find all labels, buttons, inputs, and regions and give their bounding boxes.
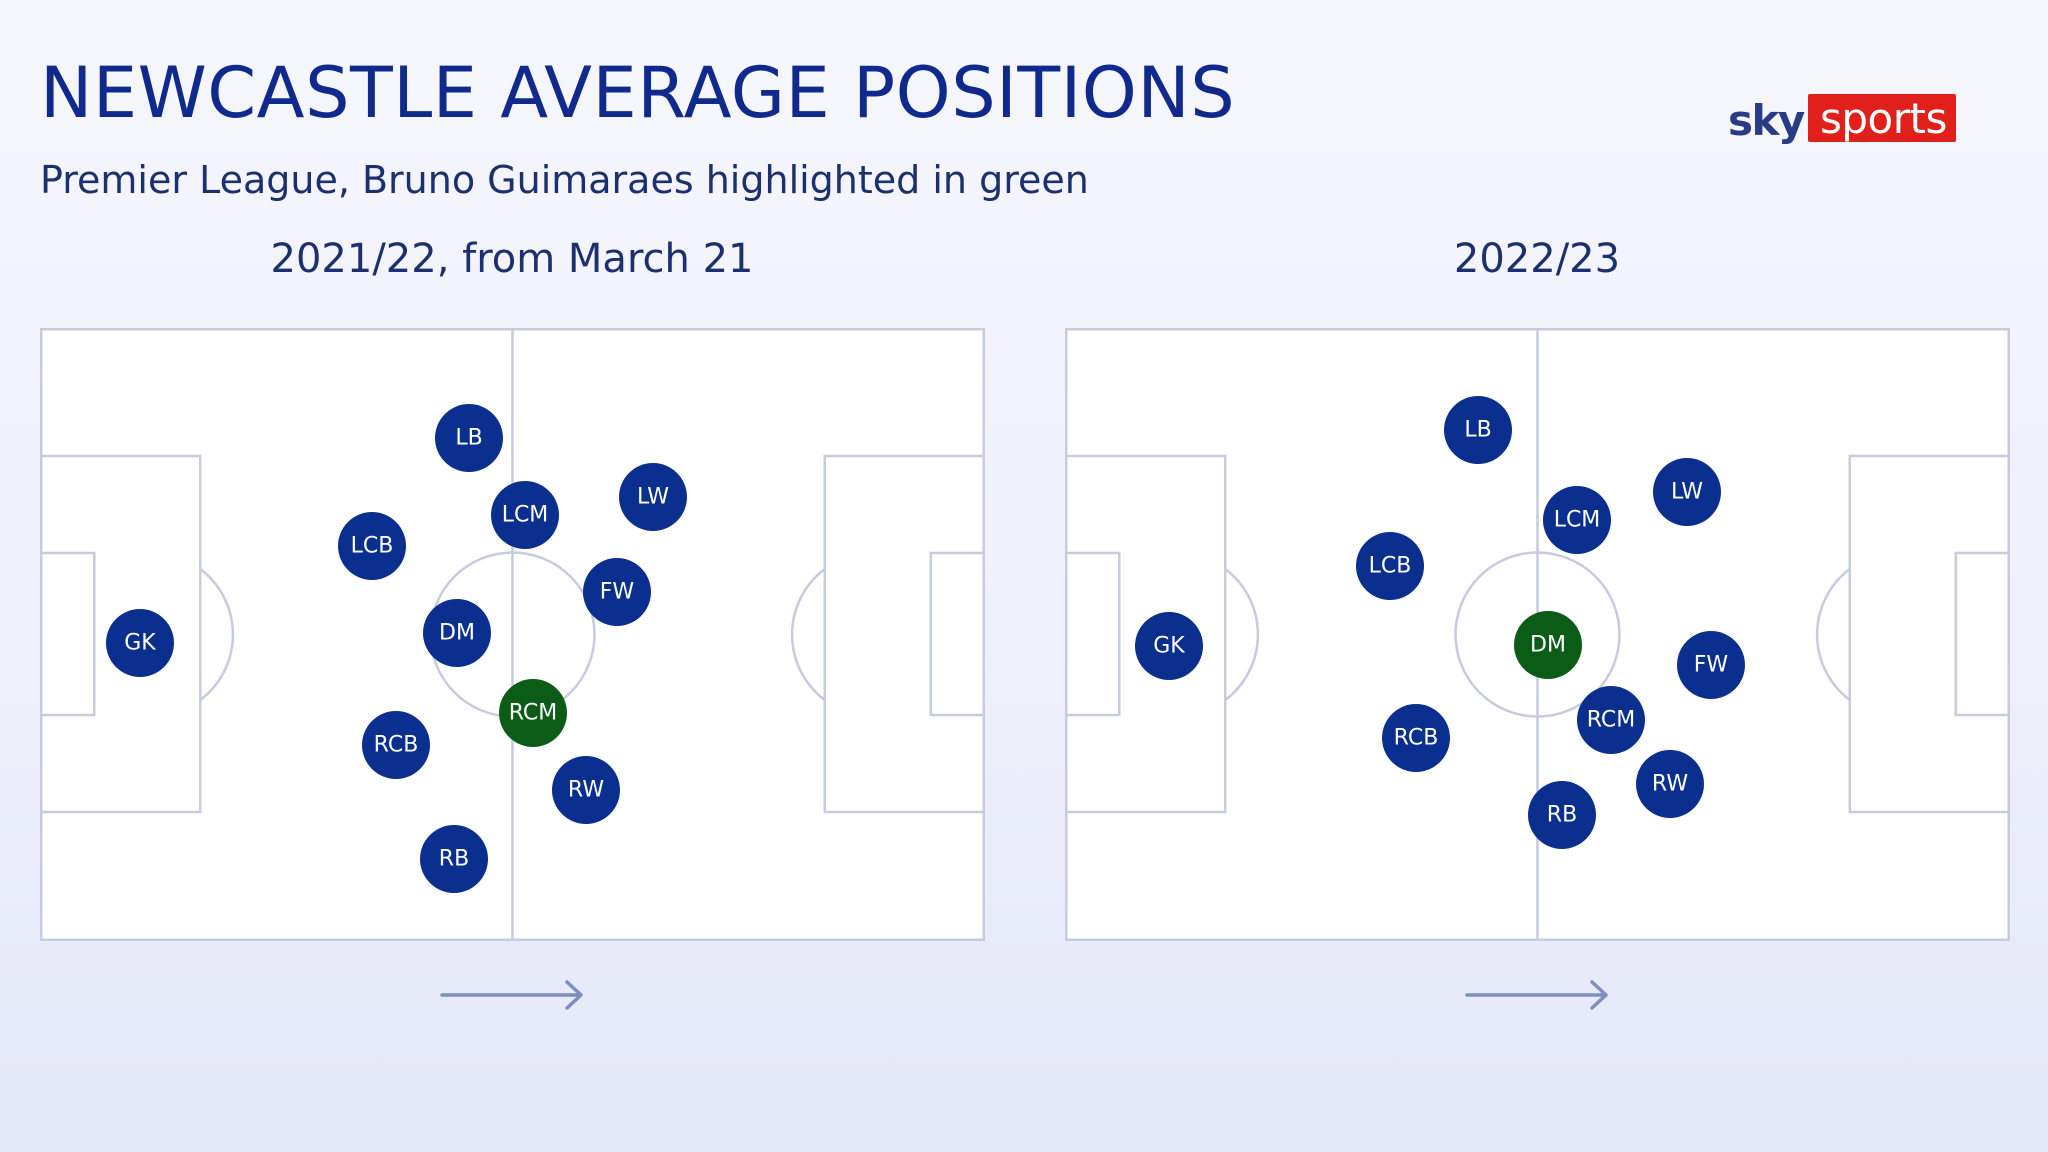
player-label: LCB xyxy=(351,534,394,559)
player-dot xyxy=(552,756,620,824)
player-label: LW xyxy=(1671,480,1703,505)
panel-title-2022-23: 2022/23 xyxy=(1453,236,1621,282)
pitch-2021-22: GK LB LCB LCM LW FW DM RCM RCB RW RB xyxy=(40,328,985,941)
player-marker-lw: LW xyxy=(619,463,687,531)
player-marker-rcb: RCB xyxy=(1382,704,1450,772)
player-dot xyxy=(435,404,503,472)
player-dot xyxy=(1653,458,1721,526)
player-label: LB xyxy=(455,426,482,451)
player-label: FW xyxy=(1694,653,1729,678)
centre-circle xyxy=(1454,551,1621,718)
player-dot xyxy=(499,679,567,747)
player-label: DM xyxy=(1530,633,1566,658)
player-marker-gk: GK xyxy=(1135,612,1203,680)
player-label: LCM xyxy=(1554,508,1601,533)
player-label: GK xyxy=(1153,634,1185,659)
goal-area-left xyxy=(40,551,96,717)
player-dot xyxy=(1514,611,1582,679)
player-dot xyxy=(1444,396,1512,464)
players-layer: GK LB LW LCM LCB DM FW RCM RCB RW RB xyxy=(1135,396,1745,849)
page-subtitle: Premier League, Bruno Guimaraes highligh… xyxy=(40,158,1089,202)
player-marker-lb: LB xyxy=(1444,396,1512,464)
player-dot xyxy=(1356,532,1424,600)
player-marker-fw: FW xyxy=(583,558,651,626)
penalty-arc-left xyxy=(199,568,235,701)
attack-direction-arrow xyxy=(440,980,583,1010)
panel-title-2021-22: 2021/22, from March 21 xyxy=(270,236,754,282)
player-marker-dm: DM xyxy=(1514,611,1582,679)
player-dot xyxy=(1677,631,1745,699)
player-label: FW xyxy=(600,580,635,605)
player-marker-lcm: LCM xyxy=(491,481,559,549)
player-marker-lb: LB xyxy=(435,404,503,472)
player-dot xyxy=(423,599,491,667)
player-label: LCM xyxy=(502,503,549,528)
player-label: RB xyxy=(1547,803,1577,828)
logo-red-box xyxy=(1808,94,1956,142)
player-dot xyxy=(1135,612,1203,680)
player-label: RB xyxy=(439,847,469,872)
player-dot xyxy=(338,512,406,580)
player-marker-rb: RB xyxy=(420,825,488,893)
player-marker-rcm: RCM xyxy=(499,679,567,747)
player-marker-fw: FW xyxy=(1677,631,1745,699)
player-label: RW xyxy=(1652,772,1688,797)
player-marker-lcb: LCB xyxy=(338,512,406,580)
logo-sky-text: sky xyxy=(1728,96,1805,145)
goal-area-right xyxy=(929,551,985,717)
player-marker-lw: LW xyxy=(1653,458,1721,526)
player-dot xyxy=(491,481,559,549)
player-dot xyxy=(420,825,488,893)
player-dot xyxy=(619,463,687,531)
players-layer: GK LB LCB LCM LW FW DM RCM RCB RW RB xyxy=(106,404,687,893)
player-marker-rcb: RCB xyxy=(362,711,430,779)
player-label: DM xyxy=(439,621,475,646)
player-label: LW xyxy=(637,485,669,510)
goal-area-left xyxy=(1065,551,1121,717)
player-marker-lcb: LCB xyxy=(1356,532,1424,600)
player-marker-rb: RB xyxy=(1528,781,1596,849)
player-label: LCB xyxy=(1369,554,1412,579)
player-dot xyxy=(1636,750,1704,818)
player-marker-lcm: LCM xyxy=(1543,486,1611,554)
player-label: RW xyxy=(568,778,604,803)
player-dot xyxy=(1382,704,1450,772)
player-dot xyxy=(583,558,651,626)
player-label: LB xyxy=(1464,418,1491,443)
penalty-arc-right xyxy=(790,568,826,701)
sky-sports-logo: sky sports xyxy=(1728,94,1958,145)
penalty-arc-right xyxy=(1815,568,1851,701)
page-title: NEWCASTLE AVERAGE POSITIONS xyxy=(40,52,1236,134)
pitch-2022-23: GK LB LW LCM LCB DM FW RCM RCB RW RB xyxy=(1065,328,2010,941)
player-dot xyxy=(1528,781,1596,849)
attack-direction-arrow xyxy=(1465,980,1608,1010)
player-dot xyxy=(1577,686,1645,754)
player-label: RCM xyxy=(1587,708,1636,733)
player-marker-gk: GK xyxy=(106,609,174,677)
player-label: RCB xyxy=(374,733,419,758)
player-label: RCM xyxy=(509,701,558,726)
player-dot xyxy=(1543,486,1611,554)
player-marker-rcm: RCM xyxy=(1577,686,1645,754)
goal-area-right xyxy=(1954,551,2010,717)
player-label: GK xyxy=(124,631,156,656)
player-marker-rw: RW xyxy=(552,756,620,824)
player-marker-dm: DM xyxy=(423,599,491,667)
penalty-arc-left xyxy=(1224,568,1260,701)
player-dot xyxy=(106,609,174,677)
player-label: RCB xyxy=(1394,726,1439,751)
logo-sports-text: sports xyxy=(1820,94,1947,143)
player-marker-rw: RW xyxy=(1636,750,1704,818)
player-dot xyxy=(362,711,430,779)
